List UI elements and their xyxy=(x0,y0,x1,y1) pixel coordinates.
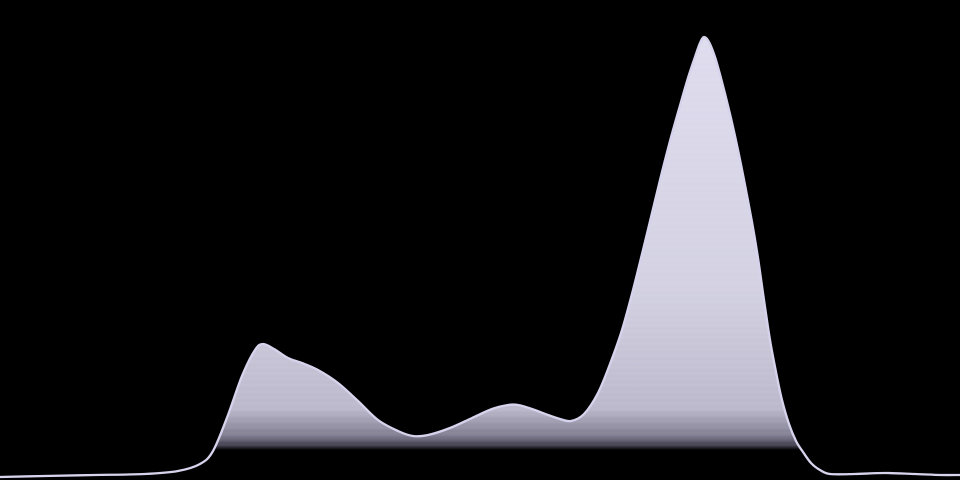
density-area-banding xyxy=(215,36,799,446)
density-line xyxy=(0,35,960,479)
